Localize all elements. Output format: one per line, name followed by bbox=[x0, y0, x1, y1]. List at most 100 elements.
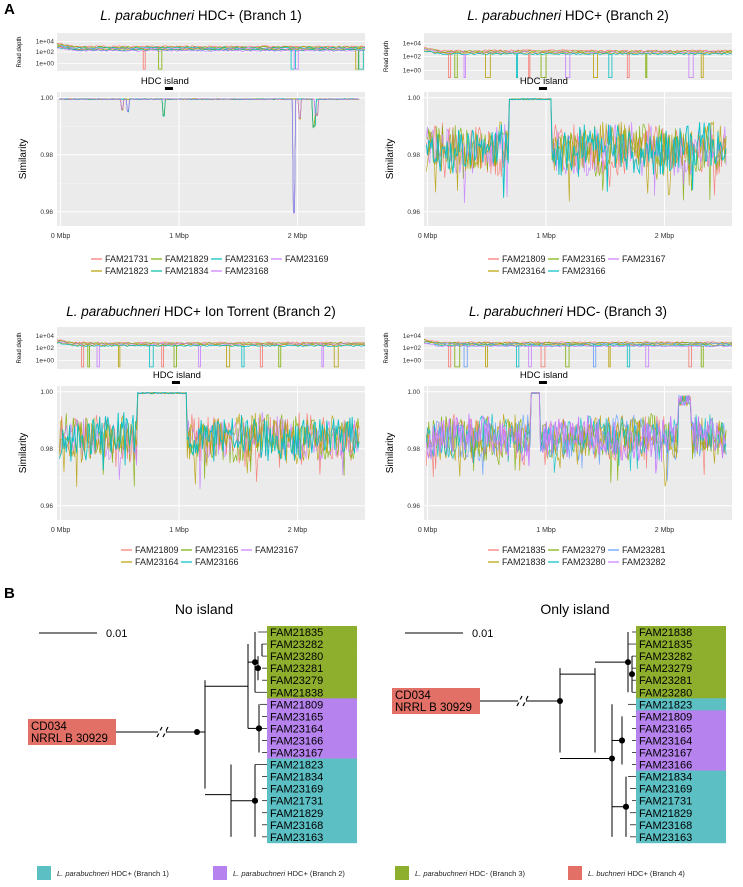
leaf-label-FAM21809: FAM21809 bbox=[270, 699, 323, 711]
axis-break-gap bbox=[158, 730, 166, 734]
depth-dropout bbox=[454, 345, 461, 368]
leaf-label-FAM23167: FAM23167 bbox=[639, 748, 692, 760]
leaf-background bbox=[267, 758, 357, 771]
bootstrap-node bbox=[255, 665, 261, 672]
panel-title: L. parabuchneri HDC- (Branch 3) bbox=[469, 304, 667, 319]
depth-axis-label: Read depth bbox=[384, 41, 390, 72]
legend-label-FAM23282: FAM23282 bbox=[622, 557, 666, 567]
depth-dropout bbox=[485, 345, 488, 368]
depth-tick-label: 1e+04 bbox=[36, 38, 55, 45]
legend-label-FAM23280: FAM23280 bbox=[562, 557, 606, 567]
branch-legend-label-3: L. parabuchneri HDC- (Branch 3) bbox=[415, 869, 526, 878]
hdc-island-marker bbox=[538, 381, 547, 384]
leaf-label-FAM23165: FAM23165 bbox=[270, 711, 323, 723]
similarity-line-FAM21838 bbox=[426, 392, 727, 487]
leaf-background bbox=[636, 782, 726, 795]
leaf-label-FAM21823: FAM21823 bbox=[270, 760, 323, 772]
panel-a-charts: L. parabuchneri HDC+ (Branch 1) 1e+04 1e+0… bbox=[17, 8, 733, 567]
branch-legend-swatch-3 bbox=[395, 866, 409, 880]
leaf-background bbox=[636, 758, 726, 771]
scale-bar-label: 0.01 bbox=[472, 628, 493, 640]
leaf-label-FAM23282: FAM23282 bbox=[639, 651, 692, 663]
similarity-line-FAM23166 bbox=[58, 391, 360, 471]
depth-dropout bbox=[516, 345, 520, 368]
branch-legend-label-2: L. parabuchneri HDC+ (Branch 2) bbox=[233, 869, 345, 878]
depth-dropout bbox=[278, 345, 282, 368]
leaf-label-FAM21834: FAM21834 bbox=[270, 772, 323, 784]
similarity-tick-label: 1.00 bbox=[407, 95, 420, 102]
panel-a-letter: A bbox=[4, 1, 15, 18]
depth-axis-label: Read depth bbox=[17, 332, 23, 363]
depth-line-FAM23168 bbox=[56, 47, 366, 52]
leaf-label-FAM23169: FAM23169 bbox=[270, 784, 323, 796]
leaf-label-FAM21731: FAM21731 bbox=[639, 796, 692, 808]
similarity-axis-label: Similarity bbox=[18, 139, 29, 180]
chart-panel-3: L. parabuchneri HDC+ Ion Torrent (Branch… bbox=[17, 304, 366, 567]
panel-title: L. parabuchneri HDC+ (Branch 2) bbox=[467, 8, 669, 23]
hdc-island-label: HDC island bbox=[520, 370, 568, 381]
scale-bar-label: 0.01 bbox=[106, 628, 127, 640]
legend-label-FAM21809: FAM21809 bbox=[135, 545, 179, 555]
depth-dropout bbox=[540, 345, 546, 368]
leaf-background bbox=[636, 626, 726, 639]
panel-title: L. parabuchneri HDC+ Ion Torrent (Branch… bbox=[66, 304, 336, 319]
depth-dropout bbox=[645, 345, 650, 368]
legend-label-FAM21809: FAM21809 bbox=[502, 254, 546, 264]
depth-line-FAM21823 bbox=[56, 45, 366, 51]
leaf-background bbox=[636, 770, 726, 783]
depth-dropout bbox=[358, 50, 364, 70]
depth-dropout bbox=[149, 345, 154, 368]
leaf-background bbox=[636, 674, 726, 687]
branch-legend-species: L. buchneri bbox=[588, 869, 625, 878]
depth-axis-label: Read depth bbox=[384, 332, 390, 363]
similarity-line-FAM23164 bbox=[59, 391, 360, 488]
depth-dropout bbox=[516, 54, 518, 79]
bootstrap-node bbox=[256, 725, 262, 732]
leaf-label-FAM21829: FAM21829 bbox=[639, 808, 692, 820]
depth-dropout bbox=[528, 54, 531, 79]
similarity-line-FAM21835 bbox=[426, 392, 727, 478]
leaf-background bbox=[636, 818, 726, 832]
depth-dropout bbox=[626, 54, 630, 79]
bootstrap-node bbox=[252, 659, 258, 666]
panel-title-rest: HDC+ (Branch 2) bbox=[561, 8, 669, 23]
leaf-label-FAM21809: FAM21809 bbox=[639, 711, 692, 723]
depth-dropout bbox=[448, 345, 452, 368]
leaf-background bbox=[267, 626, 357, 639]
panel-title-species: L. parabuchneri bbox=[100, 8, 195, 23]
leaf-background bbox=[267, 746, 357, 759]
tree-title: No island bbox=[175, 601, 233, 617]
leaf-background bbox=[267, 770, 357, 783]
depth-tick-label: 1e+00 bbox=[36, 60, 55, 67]
panel-title-species: L. parabuchneri bbox=[66, 304, 161, 319]
legend-label-FAM23167: FAM23167 bbox=[622, 254, 666, 264]
similarity-tick-label: 0.98 bbox=[40, 446, 53, 453]
depth-line-FAM23166 bbox=[56, 342, 366, 348]
legend-label-FAM21834: FAM21834 bbox=[165, 266, 209, 276]
leaf-background bbox=[267, 734, 357, 747]
leaf-label-FAM21834: FAM21834 bbox=[639, 772, 692, 784]
outgroup-label-1: CD034 bbox=[395, 690, 431, 702]
leaf-label-FAM23282: FAM23282 bbox=[270, 639, 323, 651]
leaf-label-FAM21838: FAM21838 bbox=[639, 627, 692, 639]
depth-dropout bbox=[198, 345, 201, 368]
leaf-background bbox=[636, 698, 726, 711]
depth-dropout bbox=[81, 345, 85, 368]
depth-dropout bbox=[226, 345, 231, 368]
panel-title-rest: HDC+ (Branch 1) bbox=[194, 8, 302, 23]
legend-label-FAM23281: FAM23281 bbox=[622, 545, 666, 555]
legend-label-FAM23166: FAM23166 bbox=[562, 266, 606, 276]
x-tick-label: 2 Mbp bbox=[288, 233, 308, 240]
leaf-background bbox=[267, 722, 357, 735]
x-tick-label: 2 Mbp bbox=[655, 233, 675, 240]
x-tick-label: 2 Mbp bbox=[288, 527, 308, 534]
similarity-tick-label: 0.96 bbox=[40, 503, 53, 510]
depth-tick-label: 1e+04 bbox=[403, 40, 422, 47]
bootstrap-node bbox=[623, 803, 629, 810]
depth-dropout bbox=[485, 54, 491, 79]
depth-dropout bbox=[158, 50, 163, 70]
leaf-label-FAM23281: FAM23281 bbox=[639, 675, 692, 687]
leaf-label-FAM21829: FAM21829 bbox=[270, 808, 323, 820]
leaf-background bbox=[636, 830, 726, 844]
